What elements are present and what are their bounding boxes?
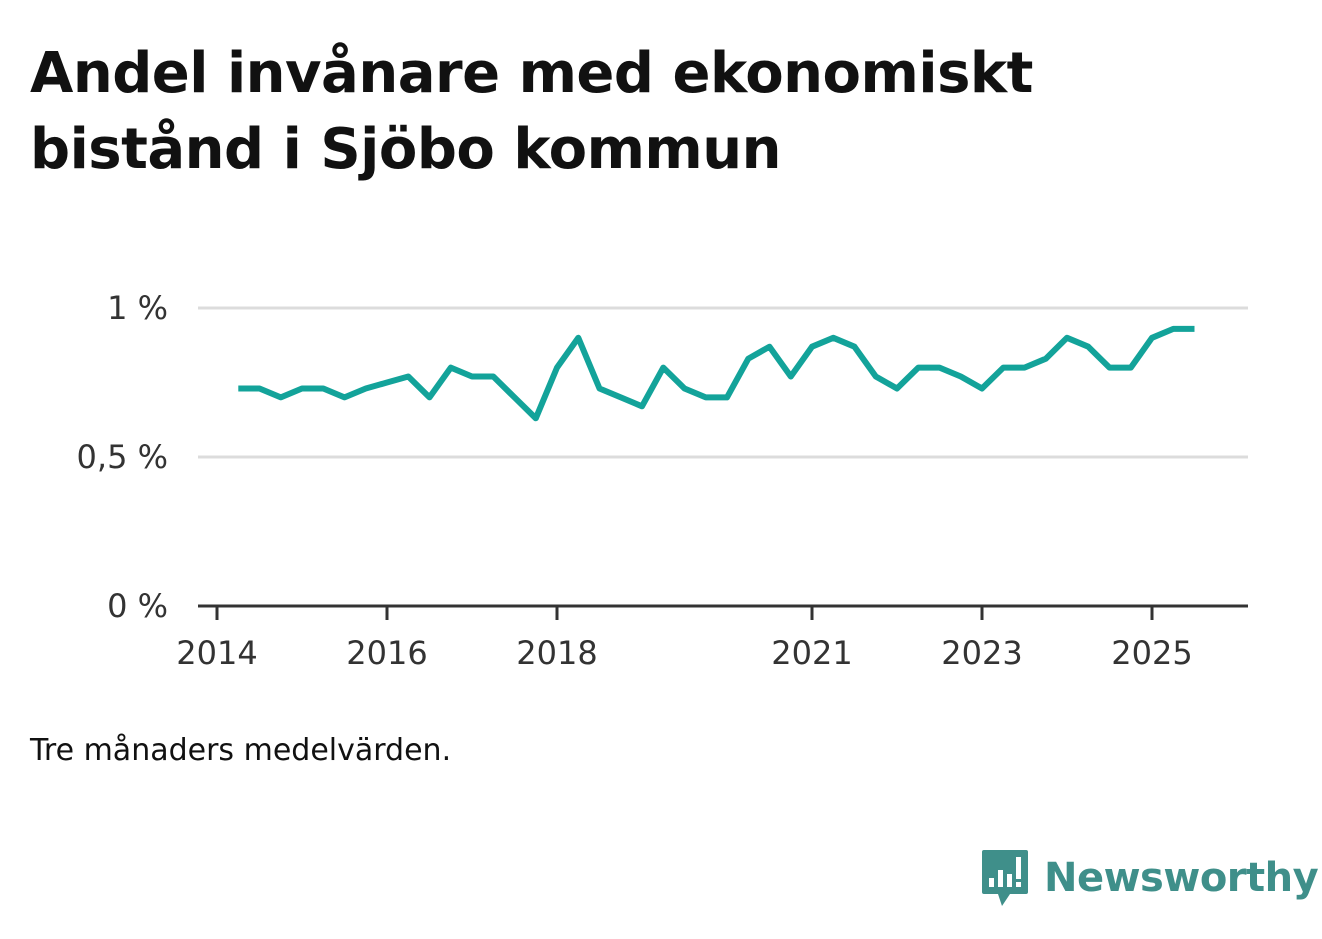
x-tick-label: 2021	[771, 634, 852, 672]
data-point[interactable]	[932, 360, 948, 376]
data-point[interactable]	[1165, 321, 1181, 337]
data-point[interactable]	[655, 360, 671, 376]
data-point[interactable]	[740, 351, 756, 367]
y-tick-label: 0 %	[107, 587, 168, 625]
data-point[interactable]	[422, 389, 438, 405]
gridlines	[198, 306, 1248, 459]
series-layer	[230, 321, 1203, 426]
data-point[interactable]	[804, 339, 820, 355]
x-axis-ticks: 2014 2016 2018 2021 2023 2025	[176, 606, 1193, 672]
brand-logo[interactable]: Newsworthy	[980, 848, 1319, 908]
line-chart: 0 % 0,5 % 1 % 2014 2016 2018 2021 2023 2025	[77, 289, 1248, 672]
data-point[interactable]	[1059, 330, 1075, 346]
data-point[interactable]	[400, 369, 416, 385]
data-point[interactable]	[358, 380, 374, 396]
data-point[interactable]	[230, 380, 246, 396]
data-point[interactable]	[677, 380, 693, 396]
data-point[interactable]	[1017, 360, 1033, 376]
data-point[interactable]	[953, 369, 969, 385]
data-point[interactable]	[762, 339, 778, 355]
brand-name: Newsworthy	[1044, 855, 1319, 901]
data-point[interactable]	[1080, 339, 1096, 355]
data-point[interactable]	[910, 360, 926, 376]
data-point[interactable]	[379, 375, 395, 391]
series-line	[238, 325, 1195, 422]
data-point[interactable]	[783, 369, 799, 385]
data-point[interactable]	[549, 360, 565, 376]
y-axis-ticks: 0 % 0,5 % 1 %	[77, 289, 168, 625]
x-tick-label: 2023	[941, 634, 1022, 672]
data-point[interactable]	[592, 380, 608, 396]
data-point[interactable]	[1102, 360, 1118, 376]
data-point[interactable]	[464, 369, 480, 385]
newsworthy-logo-icon	[982, 850, 1028, 906]
chart-title: Andel invånare med ekonomiskt bistånd i …	[30, 41, 1033, 182]
x-tick-label: 2018	[516, 634, 597, 672]
data-point[interactable]	[507, 389, 523, 405]
data-point[interactable]	[889, 380, 905, 396]
data-point[interactable]	[252, 380, 268, 396]
footnote: Tre månaders medelvärden.	[30, 733, 452, 768]
data-point[interactable]	[315, 380, 331, 396]
data-point[interactable]	[974, 380, 990, 396]
data-point[interactable]	[1038, 351, 1054, 367]
data-point[interactable]	[273, 389, 289, 405]
y-tick-label: 0,5 %	[77, 438, 168, 476]
x-tick-label: 2025	[1111, 634, 1192, 672]
x-tick-label: 2014	[176, 634, 257, 672]
data-point[interactable]	[485, 369, 501, 385]
data-point[interactable]	[1187, 321, 1203, 337]
data-point[interactable]	[1123, 360, 1139, 376]
data-point[interactable]	[337, 389, 353, 405]
data-point[interactable]	[995, 360, 1011, 376]
data-point[interactable]	[847, 339, 863, 355]
data-point[interactable]	[443, 360, 459, 376]
data-point[interactable]	[719, 389, 735, 405]
data-point[interactable]	[528, 410, 544, 426]
y-tick-label: 1 %	[107, 289, 168, 327]
data-point[interactable]	[825, 330, 841, 346]
data-point[interactable]	[1144, 330, 1160, 346]
data-point[interactable]	[698, 389, 714, 405]
data-point[interactable]	[634, 398, 650, 414]
data-point[interactable]	[613, 389, 629, 405]
x-tick-label: 2016	[346, 634, 427, 672]
data-point[interactable]	[570, 330, 586, 346]
data-point[interactable]	[868, 369, 884, 385]
data-point[interactable]	[294, 380, 310, 396]
